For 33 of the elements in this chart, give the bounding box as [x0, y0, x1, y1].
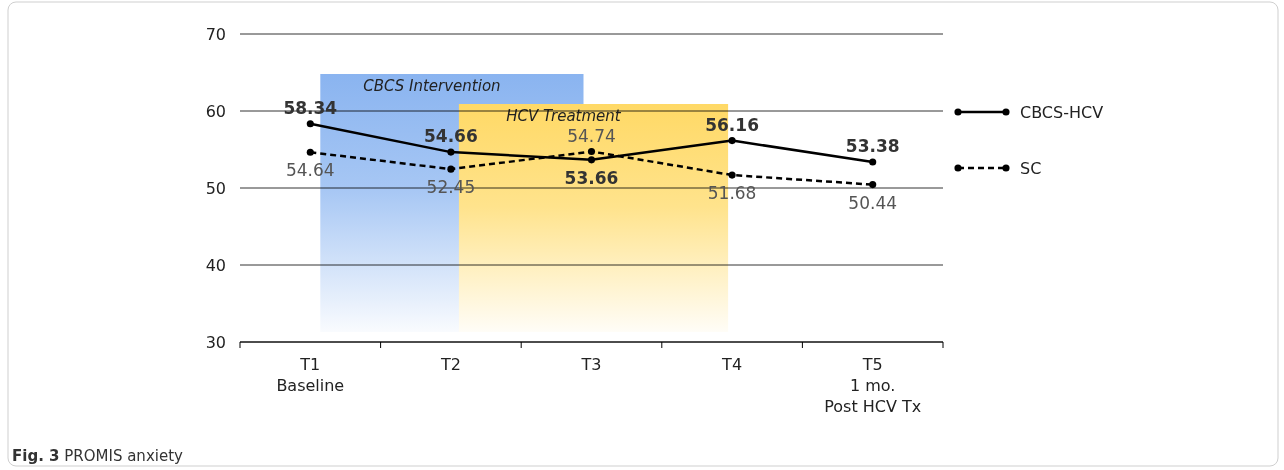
data-label: 54.64 [285, 160, 335, 181]
y-tick-label: 60 [205, 101, 226, 121]
data-label: 58.34 [283, 97, 338, 118]
point [869, 158, 877, 166]
point [587, 147, 596, 156]
point [728, 171, 736, 179]
y-tick-label: 30 [205, 332, 226, 352]
y-tick-label: 70 [205, 24, 226, 44]
data-label: 53.38 [845, 135, 900, 156]
band-label: HCV Treatment [506, 107, 622, 125]
data-label: 53.66 [564, 167, 619, 188]
x-tick-label: T5 1 mo. Post HCV Tx [824, 355, 922, 416]
point [447, 148, 455, 156]
point [728, 137, 736, 145]
legend-label: CBCS-HCV [1020, 103, 1104, 122]
x-tick-label: T3 [580, 355, 602, 374]
x-tick-label: T1 Baseline [276, 355, 345, 395]
x-tick-label: T4 [721, 355, 743, 374]
legend-key: SC [954, 159, 1042, 178]
point [587, 156, 596, 164]
data-label: 50.44 [848, 192, 898, 213]
data-label: 54.74 [567, 125, 616, 146]
y-tick-label: 50 [205, 178, 226, 198]
y-tick-label: 40 [205, 255, 226, 275]
point [306, 120, 314, 128]
legend-label: SC [1020, 159, 1042, 178]
band-label: CBCS Intervention [363, 77, 501, 95]
point [869, 181, 877, 189]
point [447, 165, 455, 173]
point [306, 148, 314, 156]
x-tick-label: T2 [439, 355, 461, 374]
legend-key: CBCS-HCV [954, 103, 1104, 122]
caption: Fig. 3 PROMIS anxiety [12, 447, 184, 465]
